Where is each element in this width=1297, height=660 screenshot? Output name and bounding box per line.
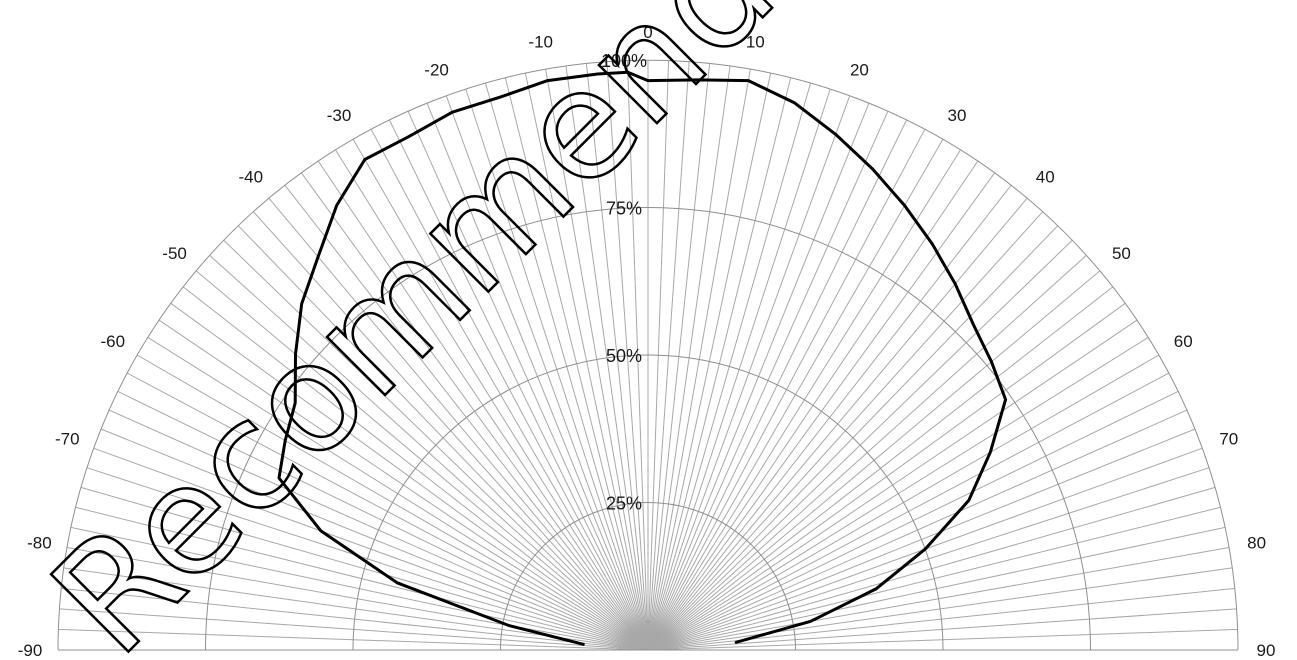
watermark-text: Recommended fo <box>20 0 1075 660</box>
grid-ring <box>352 354 944 651</box>
grid-ring <box>205 207 1091 651</box>
angle-tick-label: -30 <box>327 106 352 125</box>
angle-tick-label: 30 <box>948 106 967 125</box>
angle-tick-label: 20 <box>850 60 869 79</box>
grid-ring <box>57 59 1239 651</box>
angle-tick-label: 80 <box>1247 534 1266 553</box>
angle-tick-label: 70 <box>1219 430 1238 449</box>
angle-tick-label: 0 <box>643 23 652 42</box>
radial-grid-rings <box>57 59 1239 651</box>
radial-tick-label: 50% <box>606 346 642 366</box>
angle-tick-label: -80 <box>27 534 52 553</box>
radial-tick-label: 75% <box>606 199 642 219</box>
angle-tick-label: 10 <box>746 32 765 51</box>
radial-tick-label: 25% <box>606 494 642 514</box>
grid-ring <box>500 502 796 651</box>
angle-tick-label: -40 <box>239 168 264 187</box>
series-line <box>277 70 1008 646</box>
angle-tick-label: 60 <box>1174 332 1193 351</box>
angle-tick-label: -50 <box>162 244 187 263</box>
angle-tick-label: -60 <box>101 332 126 351</box>
angle-tick-label: -90 <box>18 641 43 660</box>
angle-tick-label: -10 <box>528 32 553 51</box>
angle-tick-label: 50 <box>1112 244 1131 263</box>
radial-tick-label: 100% <box>601 51 647 71</box>
angle-tick-label: -70 <box>55 430 80 449</box>
angle-tick-label: 90 <box>1257 641 1276 660</box>
series-layer <box>277 70 1008 646</box>
angle-tick-label: 40 <box>1036 168 1055 187</box>
angle-tick-labels: -90 -80 -70 -60 -50 -40 -30 -20 -10 0 10 20 30 40 50 60… <box>18 23 1276 660</box>
radial-tick-labels: 25% 50% 75% 100% <box>601 51 647 514</box>
angle-tick-label: -20 <box>424 60 449 79</box>
